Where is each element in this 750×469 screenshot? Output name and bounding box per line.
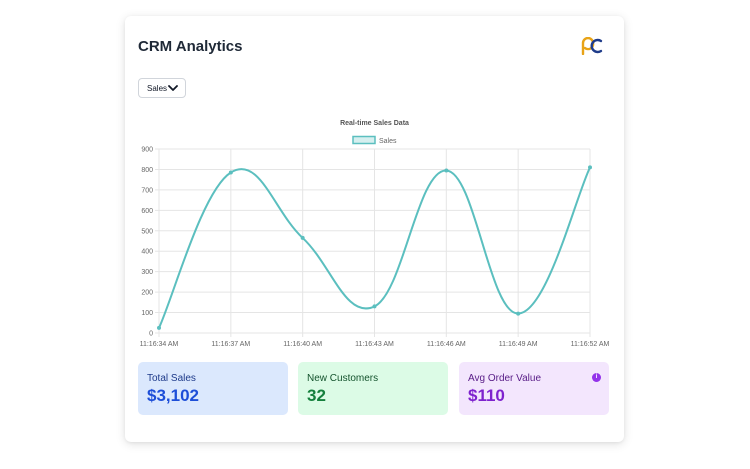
new-customers-label: New Customers — [307, 373, 379, 384]
legend-label: Sales — [379, 138, 397, 145]
total-sales-value: $3,102 — [147, 386, 199, 405]
sales-data-point — [372, 304, 377, 309]
new-customers-value: 32 — [307, 386, 326, 405]
total-sales-label: Total Sales — [147, 373, 196, 384]
y-tick-label: 400 — [141, 249, 153, 256]
analytics-card: CRM Analytics Sales Real-time Sales Data… — [125, 16, 624, 442]
y-tick-label: 900 — [141, 147, 153, 154]
sales-data-point — [444, 168, 449, 173]
legend-swatch — [352, 135, 376, 145]
sales-chart-svg: Real-time Sales Data Sales 0 100 200 300 400 50… — [140, 120, 610, 348]
x-tick-label: 11:16:40 AM — [283, 341, 322, 348]
x-tick-label: 11:16:46 AM — [427, 341, 466, 348]
x-tick-label: 11:16:49 AM — [499, 341, 538, 348]
chart-title: Real-time Sales Data — [340, 120, 409, 127]
sales-chart: Real-time Sales Data Sales 0 100 200 300 400 50… — [125, 111, 624, 356]
sales-data-point — [516, 311, 521, 316]
sales-data-point — [228, 170, 233, 175]
sales-data-point — [300, 235, 305, 240]
logo-icon — [581, 37, 603, 55]
y-tick-label: 100 — [141, 310, 153, 317]
x-tick-label: 11:16:37 AM — [211, 341, 250, 348]
y-tick-label: 600 — [141, 208, 153, 215]
metric-dropdown[interactable]: Sales — [138, 78, 186, 98]
avg-order-value: $110 — [468, 386, 505, 405]
y-tick-label: 700 — [141, 187, 153, 194]
avg-order-card: Avg Order Value $110 i — [459, 362, 609, 415]
y-tick-label: 800 — [141, 167, 153, 174]
y-tick-label: 300 — [141, 269, 153, 276]
new-customers-card: New Customers 32 — [298, 362, 448, 415]
total-sales-card: Total Sales $3,102 — [138, 362, 288, 415]
y-tick-label: 500 — [141, 228, 153, 235]
x-tick-label: 11:16:52 AM — [571, 341, 610, 348]
sales-data-point — [588, 165, 592, 170]
page-title: CRM Analytics — [138, 38, 243, 55]
sales-data-point — [157, 325, 161, 330]
x-tick-label: 11:16:34 AM — [140, 341, 179, 348]
avg-order-label: Avg Order Value — [468, 373, 542, 384]
info-icon[interactable]: i — [592, 373, 601, 382]
x-tick-label: 11:16:43 AM — [355, 341, 394, 348]
y-tick-label: 0 — [149, 331, 153, 338]
dropdown-selected-label: Sales — [147, 83, 168, 93]
y-tick-label: 200 — [141, 290, 153, 297]
chevron-down-icon — [168, 85, 178, 91]
